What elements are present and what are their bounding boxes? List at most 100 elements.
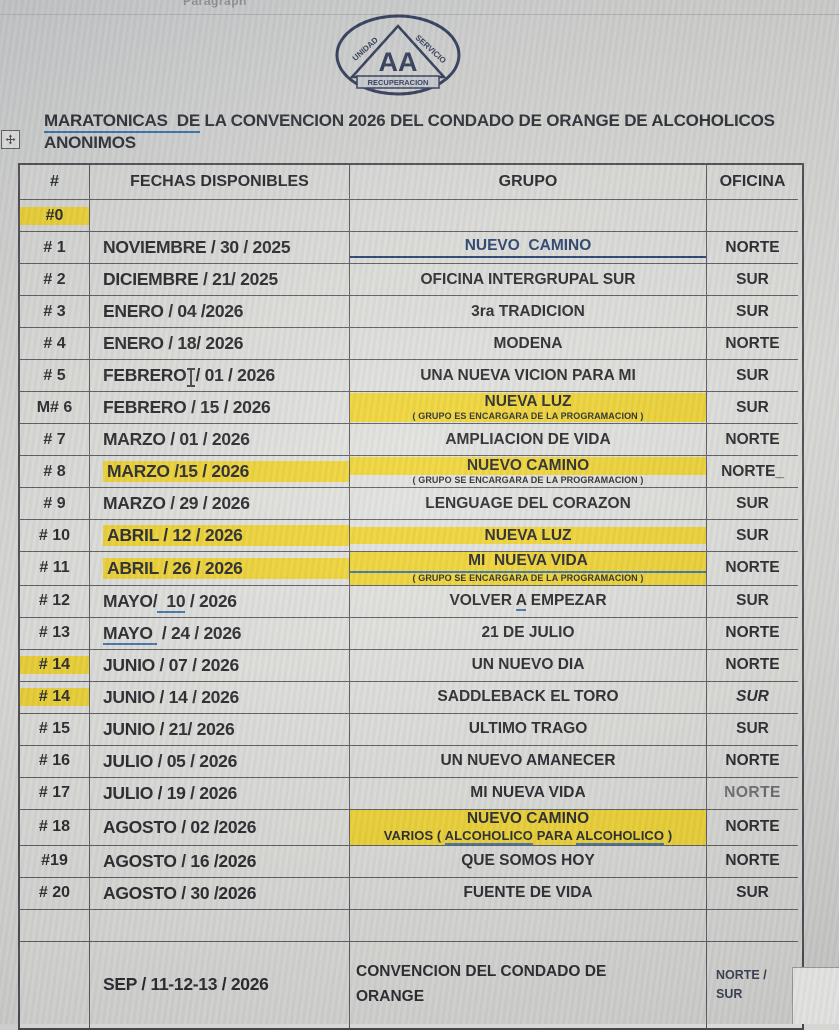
group-cell[interactable]: CONVENCION DEL CONDADO DE ORANGE — [350, 940, 707, 1028]
office-cell[interactable]: SUR — [707, 519, 798, 551]
row-number-cell[interactable]: # 9 — [20, 487, 90, 519]
group-cell[interactable]: ULTIMO TRAGO — [350, 712, 707, 745]
row-number-cell[interactable]: # 10 — [20, 519, 90, 551]
row-number-cell[interactable]: # 5 — [20, 359, 90, 391]
schedule-table[interactable]: # FECHAS DISPONIBLES GRUPO OFICINA #0 # 1 NOVI… — [18, 163, 804, 1030]
group-cell[interactable]: NUEVO CAMINO — [350, 231, 707, 263]
office-cell[interactable]: SUR — [707, 263, 798, 295]
table-move-handle-icon[interactable] — [1, 130, 20, 149]
office-cell[interactable]: NORTE / SUR — [707, 940, 798, 1028]
date-cell[interactable]: MARZO / 29 / 2026 — [90, 487, 350, 519]
group-cell[interactable]: NUEVA LUZ — [350, 519, 707, 551]
office-cell[interactable]: SUR — [707, 487, 798, 519]
date-cell[interactable]: JUNIO / 07 / 2026 — [90, 648, 350, 681]
row-number-cell[interactable]: # 13 — [20, 616, 90, 649]
cell-text-part: / 01 / 2026 — [195, 365, 275, 385]
office-cell[interactable] — [707, 199, 798, 231]
group-cell[interactable]: NUEVO CAMINO( GRUPO SE ENCARGARA DE LA P… — [350, 455, 707, 487]
group-cell[interactable] — [350, 908, 707, 941]
group-cell[interactable]: NUEVA LUZ( GRUPO ES ENCARGARA DE LA PROG… — [350, 391, 707, 423]
cell-text: NORTE — [725, 559, 780, 577]
row-number-cell[interactable]: # 7 — [20, 423, 90, 455]
group-cell[interactable]: MI NUEVA VIDA( GRUPO SE ENCARGARA DE LA … — [350, 551, 707, 585]
office-cell[interactable]: NORTE_ — [707, 455, 798, 487]
date-cell[interactable]: JULIO / 19 / 2026 — [90, 776, 350, 809]
group-cell[interactable]: FUENTE DE VIDA — [350, 876, 707, 909]
date-cell[interactable]: FEBRERO / 15 / 2026 — [90, 391, 350, 423]
group-cell[interactable]: AMPLIACION DE VIDA — [350, 423, 707, 455]
date-cell[interactable]: JUNIO / 14 / 2026 — [90, 680, 350, 713]
group-cell[interactable]: 21 DE JULIO — [350, 616, 707, 649]
date-cell[interactable]: ENERO / 18/ 2026 — [90, 327, 350, 359]
office-cell[interactable]: NORTE — [707, 231, 798, 263]
date-cell[interactable]: AGOSTO / 16 /2026 — [90, 844, 350, 877]
office-cell[interactable] — [707, 908, 798, 941]
office-cell[interactable]: SUR — [707, 712, 798, 745]
row-number-cell[interactable]: # 16 — [20, 744, 90, 777]
office-cell[interactable]: SUR — [707, 680, 798, 713]
date-cell[interactable]: NOVIEMBRE / 30 / 2025 — [90, 231, 350, 263]
date-cell[interactable]: MARZO /15 / 2026 — [90, 455, 350, 487]
row-number-cell[interactable]: M# 6 — [20, 391, 90, 423]
group-cell[interactable]: QUE SOMOS HOY — [350, 844, 707, 877]
office-cell[interactable]: NORTE — [707, 776, 798, 809]
office-cell[interactable]: SUR — [707, 584, 798, 617]
group-cell[interactable]: OFICINA INTERGRUPAL SUR — [350, 263, 707, 295]
row-number-cell[interactable]: # 18 — [20, 808, 90, 845]
date-cell[interactable]: DICIEMBRE / 21/ 2025 — [90, 263, 350, 295]
date-cell[interactable]: JULIO / 05 / 2026 — [90, 744, 350, 777]
office-cell[interactable]: NORTE — [707, 616, 798, 649]
office-cell[interactable]: SUR — [707, 359, 798, 391]
group-cell[interactable]: MODENA — [350, 327, 707, 359]
date-cell[interactable]: SEP / 11-12-13 / 2026 — [90, 940, 350, 1028]
row-number-cell[interactable]: # 20 — [20, 876, 90, 909]
group-cell[interactable]: MI NUEVA VIDA — [350, 776, 707, 809]
group-cell[interactable]: UN NUEVO AMANECER — [350, 744, 707, 777]
office-cell[interactable]: NORTE — [707, 327, 798, 359]
row-number-cell[interactable] — [20, 908, 90, 941]
office-cell[interactable]: NORTE — [707, 551, 798, 585]
date-cell[interactable]: FEBRERO / 01 / 2026 — [90, 359, 350, 391]
group-cell[interactable]: UNA NUEVA VICION PARA MI — [350, 359, 707, 391]
date-cell[interactable] — [90, 908, 350, 941]
date-cell[interactable]: JUNIO / 21/ 2026 — [90, 712, 350, 745]
date-cell[interactable]: ABRIL / 12 / 2026 — [90, 519, 350, 551]
office-cell[interactable]: NORTE — [707, 844, 798, 877]
row-number-cell[interactable]: # 3 — [20, 295, 90, 327]
date-cell[interactable]: AGOSTO / 30 /2026 — [90, 876, 350, 909]
office-cell[interactable]: NORTE — [707, 648, 798, 681]
office-cell[interactable]: NORTE — [707, 744, 798, 777]
date-cell[interactable] — [90, 199, 350, 231]
group-cell[interactable]: VOLVER A EMPEZAR — [350, 584, 707, 617]
row-number-cell[interactable]: #0 — [20, 199, 90, 231]
group-cell[interactable]: NUEVO CAMINO VARIOS ( ALCOHOLICO PARA ALC… — [350, 808, 707, 846]
date-cell[interactable]: MARZO / 01 / 2026 — [90, 423, 350, 455]
group-cell[interactable] — [350, 199, 707, 231]
group-cell[interactable]: 3ra TRADICION — [350, 295, 707, 327]
office-cell[interactable]: SUR — [707, 876, 798, 909]
row-number-cell[interactable]: # 2 — [20, 263, 90, 295]
date-cell[interactable]: MAYO/ 10 / 2026 — [90, 584, 350, 617]
office-cell[interactable]: SUR — [707, 391, 798, 423]
office-cell[interactable]: NORTE — [707, 808, 798, 845]
group-cell[interactable]: UN NUEVO DIA — [350, 648, 707, 681]
row-number-cell[interactable]: # 17 — [20, 776, 90, 809]
group-cell[interactable]: LENGUAGE DEL CORAZON — [350, 487, 707, 519]
row-number-cell[interactable]: # 11 — [20, 551, 90, 585]
date-cell[interactable]: ENERO / 04 /2026 — [90, 295, 350, 327]
row-number-cell[interactable]: # 14 — [20, 648, 90, 681]
date-cell[interactable]: MAYO / 24 / 2026 — [90, 616, 350, 649]
date-cell[interactable]: AGOSTO / 02 /2026 — [90, 808, 350, 845]
office-cell[interactable]: NORTE — [707, 423, 798, 455]
group-cell[interactable]: SADDLEBACK EL TORO — [350, 680, 707, 713]
date-cell[interactable]: ABRIL / 26 / 2026 — [90, 551, 350, 585]
row-number-cell[interactable] — [20, 940, 90, 1028]
row-number-cell[interactable]: # 1 — [20, 231, 90, 263]
row-number-cell[interactable]: #19 — [20, 844, 90, 877]
row-number-cell[interactable]: # 15 — [20, 712, 90, 745]
row-number-cell[interactable]: # 14 — [20, 680, 90, 713]
row-number-cell[interactable]: # 4 — [20, 327, 90, 359]
row-number-cell[interactable]: # 8 — [20, 455, 90, 487]
office-cell[interactable]: SUR — [707, 295, 798, 327]
row-number-cell[interactable]: # 12 — [20, 584, 90, 617]
